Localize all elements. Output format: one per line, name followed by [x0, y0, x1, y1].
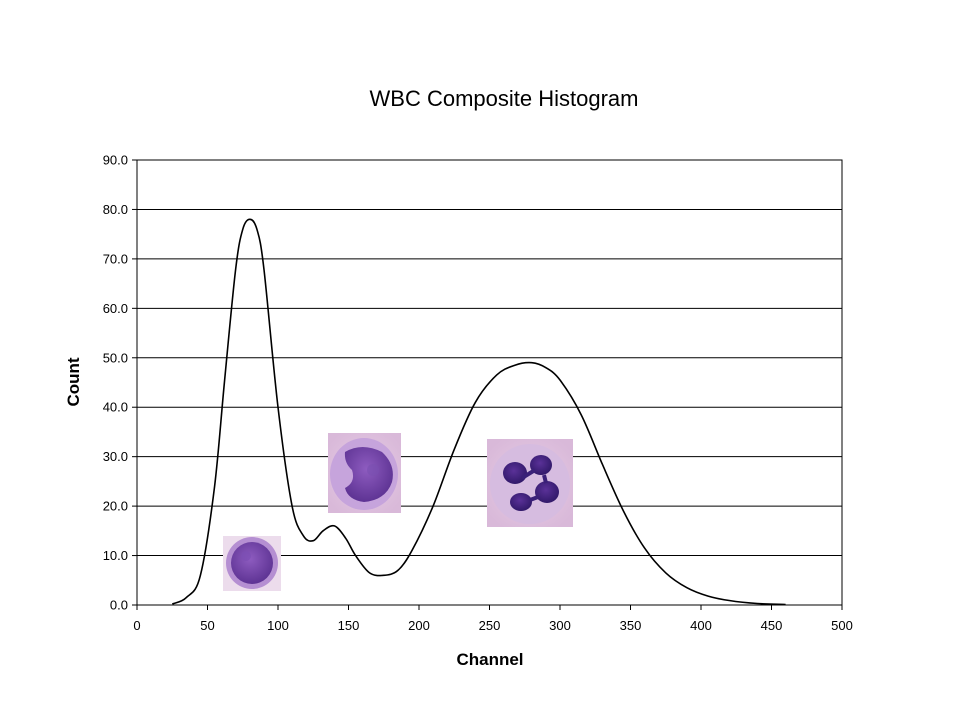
- y-axis-label: Count: [64, 357, 83, 406]
- y-tick-label-1: 10.0: [103, 548, 128, 563]
- y-tick-label-2: 20.0: [103, 499, 128, 514]
- y-tick-label-6: 60.0: [103, 301, 128, 316]
- series-line: [171, 218, 786, 606]
- x-tick-label-7: 350: [620, 618, 642, 633]
- y-tick-label-9: 90.0: [103, 153, 128, 168]
- y-axis-ticks: 0.0 10.0 20.0 30.0 40.0 50.0 60.0 70.0 80.0 90.0: [103, 153, 137, 613]
- x-tick-label-4: 200: [408, 618, 430, 633]
- monocyte-cell-icon: [328, 433, 401, 513]
- x-tick-label-2: 100: [267, 618, 289, 633]
- x-tick-label-5: 250: [479, 618, 501, 633]
- y-tick-label-0: 0.0: [110, 598, 128, 613]
- x-tick-label-6: 300: [549, 618, 571, 633]
- y-tick-label-8: 80.0: [103, 202, 128, 217]
- x-tick-label-1: 50: [200, 618, 214, 633]
- y-tick-label-5: 50.0: [103, 350, 128, 365]
- x-tick-label-10: 500: [831, 618, 853, 633]
- x-axis-label: Channel: [456, 650, 523, 669]
- lymphocyte-cell-icon: [223, 536, 281, 591]
- x-axis-ticks: 0 50 100 150 200 250 300 350 400 450 500: [133, 605, 853, 633]
- y-tick-label-3: 30.0: [103, 449, 128, 464]
- x-tick-label-0: 0: [133, 618, 140, 633]
- chart-title: WBC Composite Histogram: [370, 86, 639, 111]
- neutrophil-cell-icon: [487, 439, 573, 527]
- y-tick-label-7: 70.0: [103, 251, 128, 266]
- x-tick-label-3: 150: [338, 618, 360, 633]
- y-tick-label-4: 40.0: [103, 400, 128, 415]
- x-tick-label-9: 450: [761, 618, 783, 633]
- x-tick-label-8: 400: [690, 618, 712, 633]
